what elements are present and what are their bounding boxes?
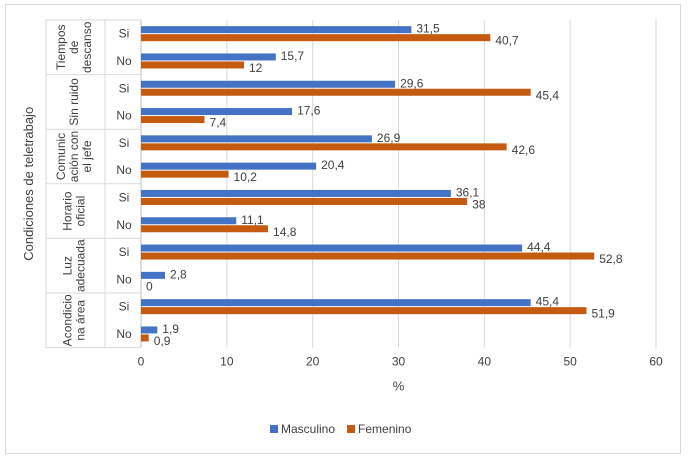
bar-masculino: [141, 189, 451, 197]
bar-femenino: [141, 307, 587, 315]
row-label: Si: [119, 190, 130, 204]
x-tick-label: 30: [392, 355, 406, 369]
group-label: Horariooficial: [61, 191, 88, 231]
data-label: 44,4: [527, 240, 551, 254]
bar-masculino: [141, 244, 523, 252]
x-tick-label: 10: [220, 355, 234, 369]
data-label: 10,2: [234, 170, 258, 184]
bar-femenino: [141, 143, 507, 151]
data-label: 45,4: [536, 88, 560, 102]
row-label: No: [116, 272, 132, 286]
group-label: Luzadecuada: [61, 239, 88, 292]
group-label-line: de: [67, 40, 81, 54]
bar-femenino: [141, 61, 244, 69]
row-label: Si: [119, 81, 130, 95]
group-label-line: oficial: [74, 196, 88, 227]
group-label-line: Luz: [61, 256, 75, 275]
x-tick-label: 50: [563, 355, 577, 369]
bar-masculino: [141, 26, 412, 34]
row-label: No: [116, 327, 132, 341]
y-axis-title: Condiciones de teletrabajo: [21, 107, 36, 261]
group-label-line: el jefe: [80, 140, 94, 172]
data-label: 40,7: [495, 34, 519, 48]
bar-masculino: [141, 108, 293, 116]
bar-femenino: [141, 88, 531, 96]
data-label: 52,8: [599, 252, 623, 266]
x-tick-label: 60: [649, 355, 663, 369]
x-axis-title: %: [393, 379, 405, 394]
bar-masculino: [141, 271, 166, 279]
data-label: 1,9: [162, 322, 179, 336]
bar-masculino: [141, 162, 317, 170]
legend-swatch-masculino: [270, 425, 278, 433]
bar-masculino: [141, 217, 237, 225]
data-label: 26,9: [377, 131, 401, 145]
data-label: 2,8: [170, 267, 187, 281]
group-label: Comunicación conel jefe: [54, 131, 94, 182]
data-label: 36,1: [456, 185, 480, 199]
data-label: 7,4: [210, 116, 227, 130]
data-label: 51,9: [591, 307, 615, 321]
bar-masculino: [141, 326, 158, 334]
row-label: Si: [119, 27, 130, 41]
legend-label: Masculino: [281, 422, 335, 436]
group-label-line: descanso: [80, 21, 94, 73]
group-label-line: ación con: [67, 131, 81, 182]
group-label: Sin ruido: [67, 78, 81, 126]
chart-frame: [5, 4, 681, 454]
bar-femenino: [141, 116, 205, 124]
bar-femenino: [141, 197, 468, 205]
group-label-line: adecuada: [74, 239, 88, 292]
data-label: 31,5: [416, 22, 440, 36]
row-label: Si: [119, 245, 130, 259]
bar-masculino: [141, 80, 396, 88]
data-label: 17,6: [297, 104, 321, 118]
row-label: No: [116, 163, 132, 177]
x-tick-label: 20: [306, 355, 320, 369]
group-label-line: Tiempos: [54, 25, 68, 71]
data-label: 29,6: [400, 76, 424, 90]
data-label: 42,6: [512, 143, 536, 157]
bar-femenino: [141, 170, 229, 178]
bar-femenino: [141, 252, 595, 260]
bar-masculino: [141, 53, 276, 61]
data-label: 0: [146, 279, 153, 293]
group-label-line: Sin ruido: [67, 78, 81, 126]
data-label: 45,4: [536, 295, 560, 309]
data-label: 20,4: [321, 158, 345, 172]
data-label: 15,7: [281, 49, 305, 63]
group-label-line: Comunic: [54, 133, 68, 180]
bar-femenino: [141, 225, 269, 233]
group-label-line: Horario: [61, 191, 75, 231]
data-label: 14,8: [273, 225, 297, 239]
row-label: No: [116, 109, 132, 123]
legend-label: Femenino: [358, 422, 412, 436]
bar-femenino: [141, 334, 149, 342]
group-label-line: Acondicio: [61, 294, 75, 346]
group-label: Tiemposdedescanso: [54, 21, 94, 73]
group-label: Acondiciona área: [61, 294, 88, 346]
bar-masculino: [141, 299, 531, 307]
row-label: No: [116, 218, 132, 232]
bar-masculino: [141, 135, 372, 143]
row-label: Si: [119, 136, 130, 150]
row-label: Si: [119, 300, 130, 314]
legend-swatch-femenino: [347, 425, 356, 433]
x-tick-label: 40: [478, 355, 492, 369]
data-label: 12: [249, 61, 263, 75]
data-label: 11,1: [241, 213, 264, 227]
bar-femenino: [141, 34, 491, 42]
group-label-line: na área: [74, 300, 88, 341]
row-label: No: [116, 54, 132, 68]
data-label: 0,9: [154, 334, 171, 348]
x-tick-label: 0: [138, 355, 145, 369]
data-label: 38: [472, 197, 486, 211]
